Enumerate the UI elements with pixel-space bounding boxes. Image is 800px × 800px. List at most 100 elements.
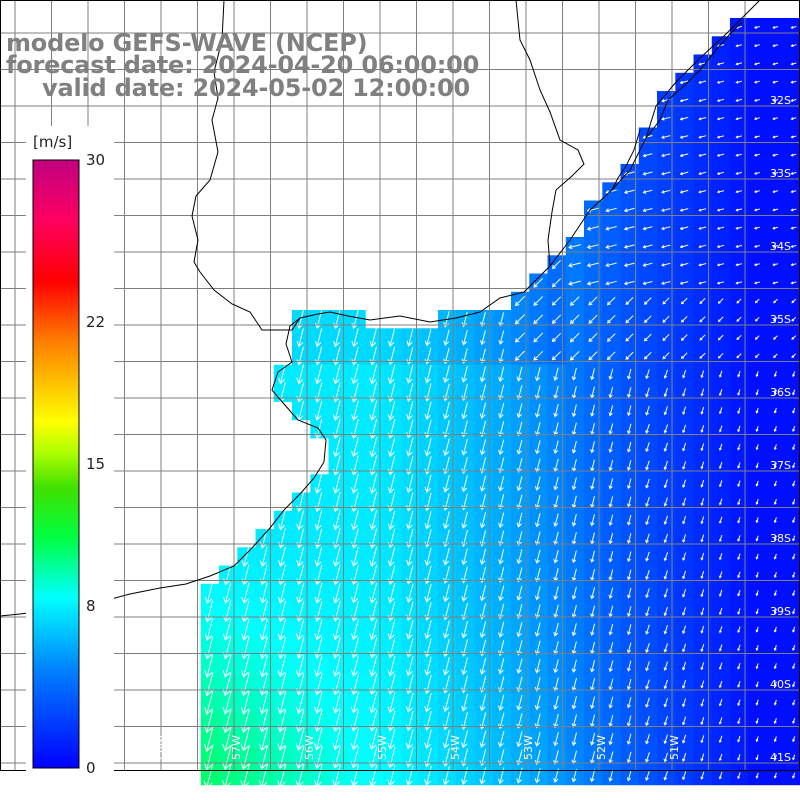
wind-arrow [663, 661, 668, 671]
wind-arrow [608, 514, 614, 526]
wind-arrow [332, 691, 341, 714]
wind-arrow [514, 295, 526, 307]
wind-speed-cell [784, 383, 800, 402]
wind-arrow [645, 570, 650, 580]
wind-arrow [442, 511, 450, 530]
wind-arrow [737, 644, 741, 652]
wind-arrow [551, 332, 562, 343]
wind-arrow [406, 328, 414, 347]
wind-arrow [516, 439, 523, 455]
wind-arrow [772, 98, 779, 102]
wind-arrow [699, 352, 706, 359]
wind-arrow [663, 625, 668, 635]
wind-arrow [643, 315, 652, 324]
latitude-label: 40S [770, 678, 791, 691]
wind-arrow [791, 353, 797, 359]
wind-arrow [590, 441, 595, 454]
wind-arrow [626, 533, 632, 544]
wind-arrow [792, 553, 796, 560]
wind-arrow [736, 316, 742, 322]
wind-arrow [754, 353, 760, 359]
wind-arrow [516, 476, 523, 492]
wind-arrow [534, 476, 541, 491]
wind-arrow [700, 753, 705, 762]
wind-arrow [516, 658, 523, 675]
wind-arrow [700, 443, 705, 452]
wind-arrow [736, 353, 742, 359]
wind-arrow [369, 655, 378, 677]
wind-arrow [680, 315, 688, 323]
wind-arrow [645, 515, 650, 526]
wind-arrow [662, 352, 670, 360]
wind-arrow [718, 370, 723, 378]
wind-arrow [661, 262, 671, 267]
wind-arrow [314, 328, 323, 348]
wind-arrow [753, 153, 760, 157]
wind-arrow [571, 768, 577, 783]
wind-arrow [700, 589, 705, 598]
wind-arrow [700, 388, 705, 397]
wind-arrow [516, 749, 523, 766]
wind-arrow [369, 473, 378, 494]
wind-arrow [534, 385, 541, 400]
wind-arrow [772, 244, 779, 248]
wind-arrow [663, 679, 668, 690]
wind-arrow [773, 444, 777, 451]
wind-arrow [735, 135, 743, 139]
title-model: modelo GEFS-WAVE (NCEP) [6, 29, 368, 57]
wind-arrow [718, 680, 723, 689]
wind-arrow [679, 208, 689, 212]
colorbar-tick-label: 30 [86, 151, 106, 169]
wind-speed-cell [638, 437, 658, 457]
wind-arrow [718, 626, 723, 634]
wind-arrow [792, 626, 796, 633]
wind-arrow [351, 328, 359, 348]
wind-arrow [605, 207, 617, 213]
wind-arrow [772, 80, 779, 84]
wind-arrow [479, 512, 487, 529]
wind-arrow [590, 732, 596, 746]
wind-arrow [699, 334, 706, 341]
wind-arrow [792, 754, 796, 761]
wind-arrow [204, 654, 214, 678]
wind-arrow [772, 171, 779, 175]
wind-arrow [737, 662, 741, 670]
wind-arrow [533, 332, 544, 343]
wind-arrow [663, 515, 668, 525]
wind-arrow [203, 726, 214, 753]
wind-arrow [498, 384, 505, 401]
wind-arrow [718, 589, 723, 597]
wind-arrow [716, 226, 725, 230]
wind-arrow [606, 333, 616, 342]
wind-arrow [498, 421, 505, 437]
wind-arrow [716, 281, 725, 285]
wind-arrow [682, 388, 687, 397]
wind-arrow [772, 190, 779, 194]
wind-arrow [553, 713, 559, 729]
wind-arrow [790, 98, 797, 102]
wind-speed-cell [638, 401, 658, 421]
wind-arrow [295, 709, 305, 733]
wind-arrow [623, 280, 635, 286]
wind-arrow [737, 480, 741, 487]
wind-arrow [387, 510, 396, 531]
wind-arrow [571, 550, 577, 564]
wind-arrow [586, 262, 599, 268]
wind-arrow [608, 551, 614, 563]
wind-arrow [516, 567, 523, 583]
wind-arrow [772, 281, 779, 285]
wind-arrow [424, 365, 432, 384]
wind-arrow [700, 698, 705, 707]
longitude-label: 54W [449, 735, 462, 760]
wind-arrow [534, 640, 541, 656]
wind-arrow [737, 462, 741, 469]
wind-arrow [792, 480, 796, 487]
wind-arrow [571, 513, 577, 527]
wind-arrow [369, 546, 378, 567]
wind-arrow [753, 117, 760, 121]
wind-arrow [369, 437, 378, 458]
wind-arrow [442, 729, 450, 749]
wind-speed-cell [638, 547, 658, 567]
wind-arrow [735, 80, 743, 84]
wind-arrow [277, 582, 286, 604]
